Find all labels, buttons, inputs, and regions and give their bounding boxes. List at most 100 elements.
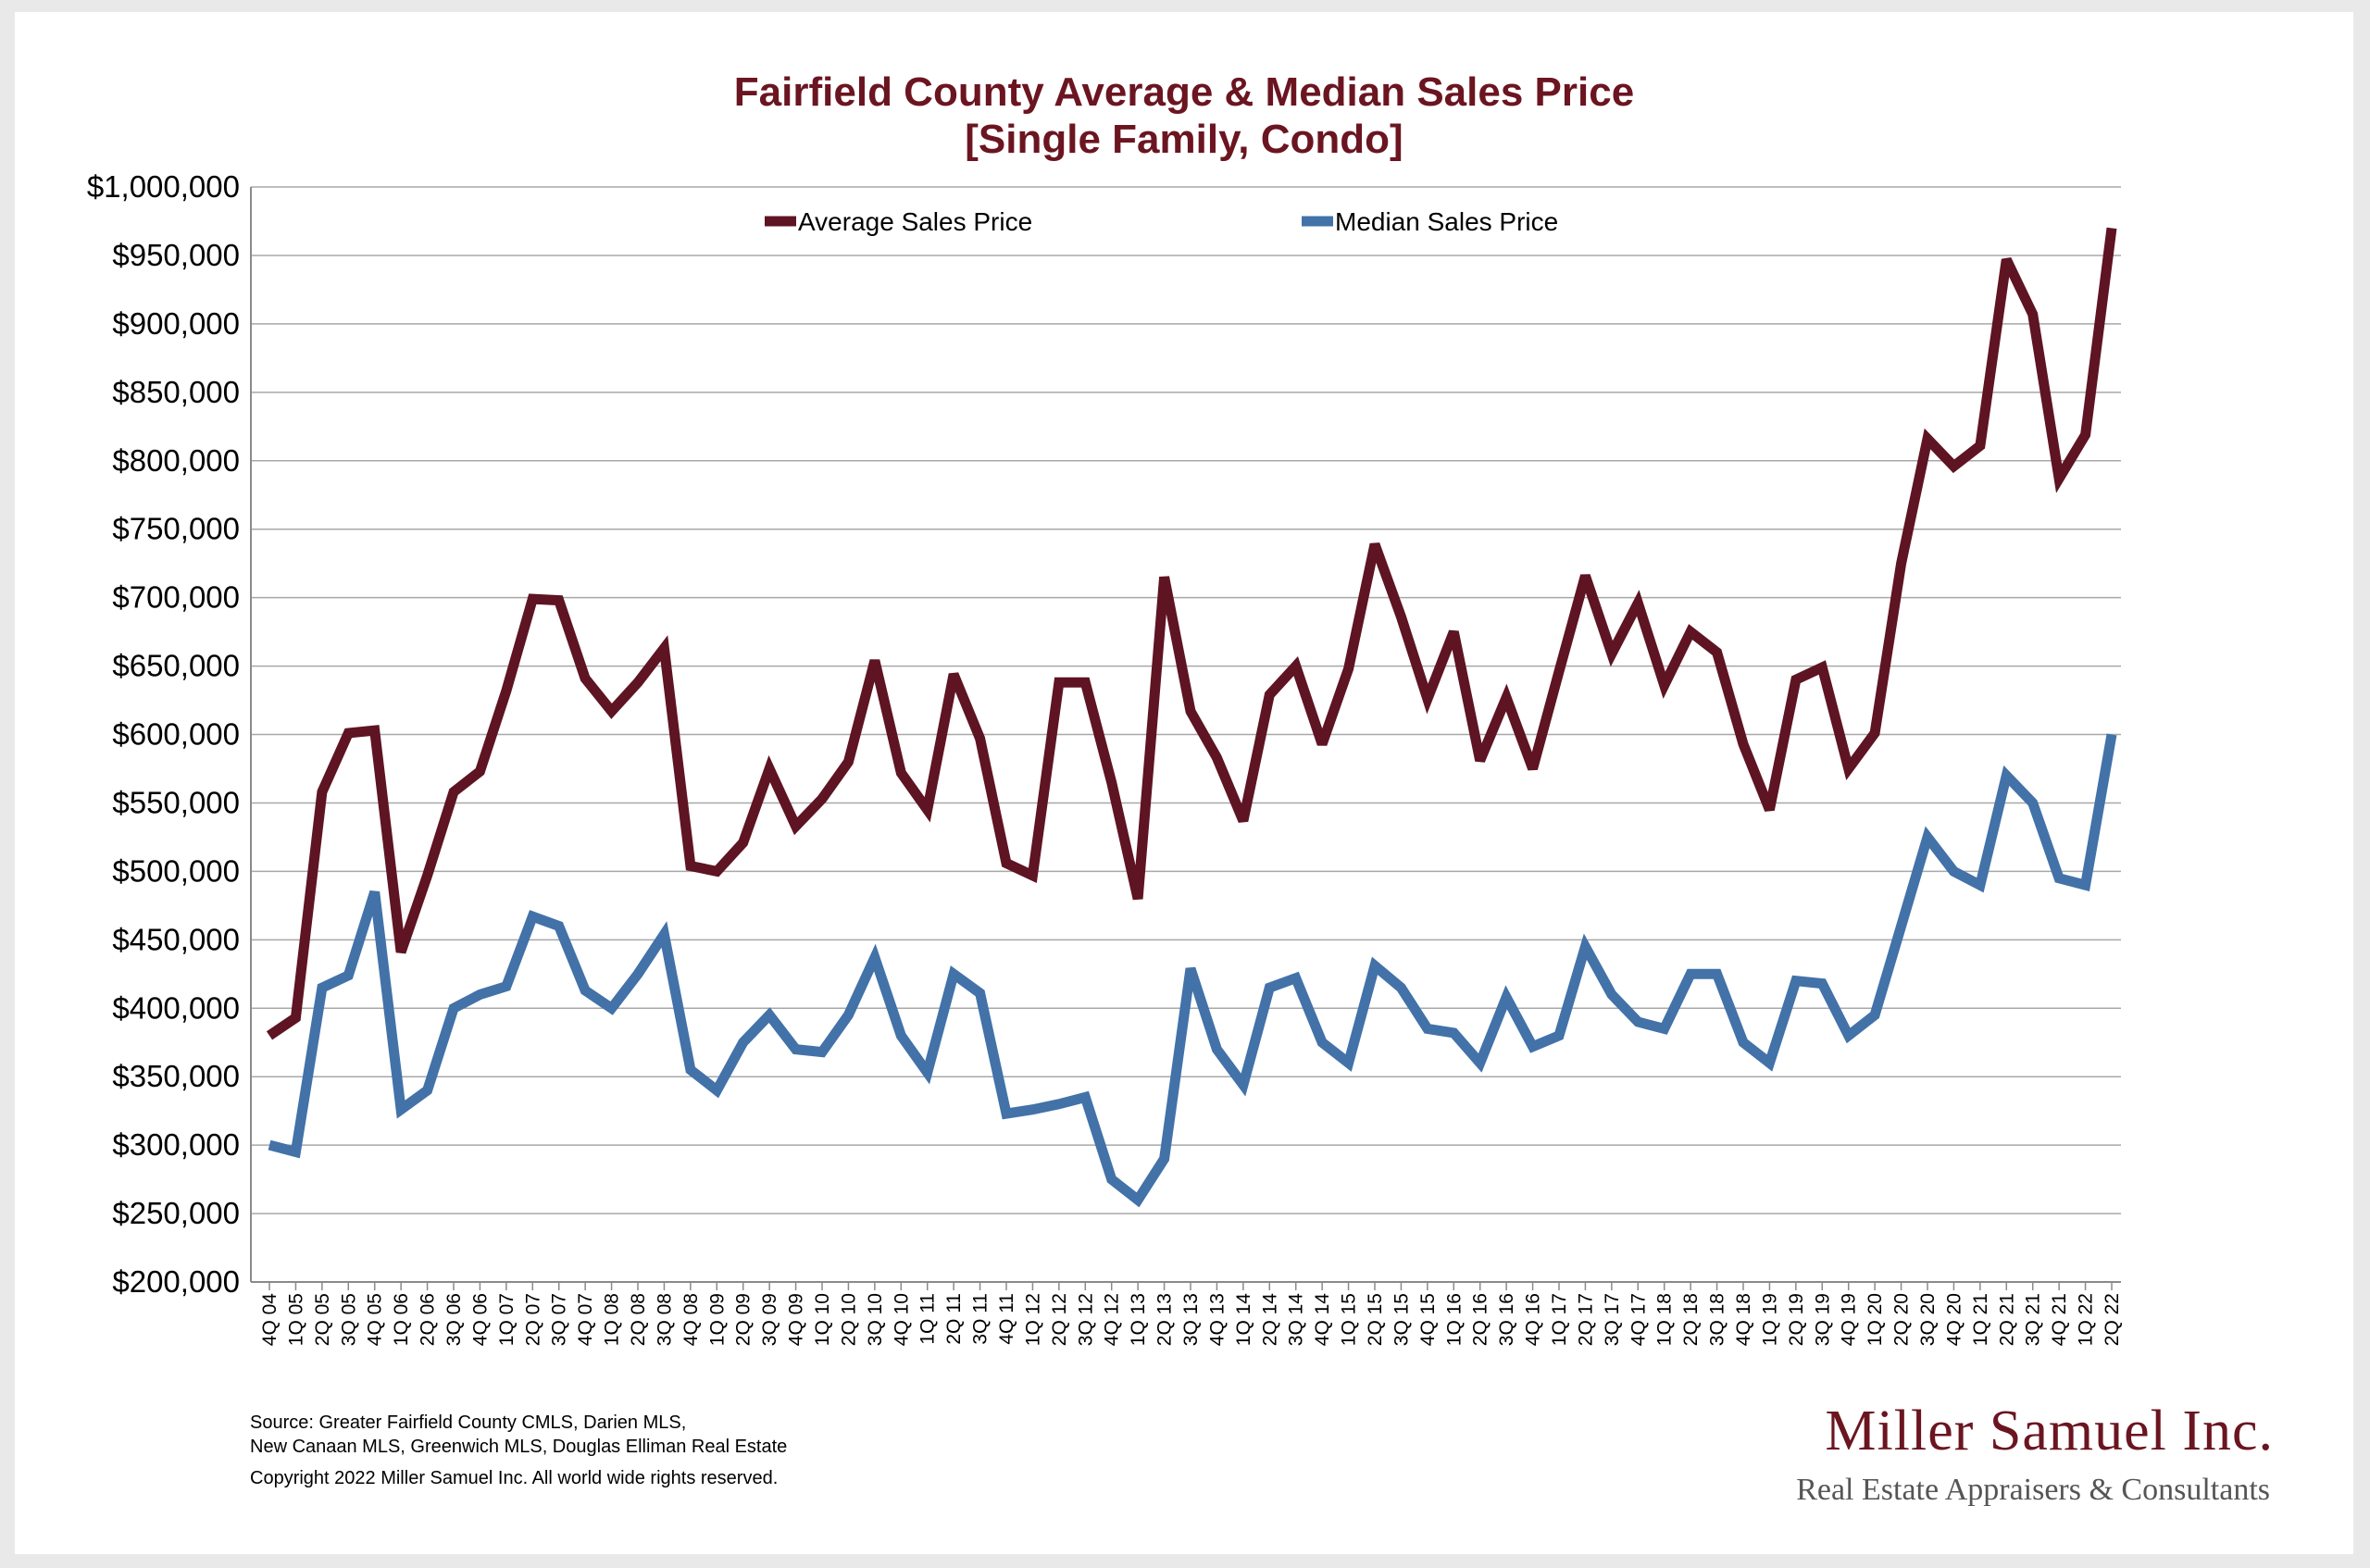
x-tick-label: 4Q 05: [365, 1293, 386, 1346]
x-tick-label: 3Q 05: [338, 1293, 359, 1346]
x-tick-label: 2Q 09: [733, 1293, 755, 1346]
x-tick-label: 2Q 16: [1470, 1293, 1491, 1346]
y-tick-label: $800,000: [112, 443, 240, 478]
x-tick-label: 1Q 09: [706, 1293, 728, 1346]
x-tick-label: 2Q 10: [838, 1293, 859, 1346]
x-tick-label: 4Q 10: [891, 1293, 912, 1346]
x-tick-label: 3Q 07: [549, 1293, 570, 1346]
source-line-2: New Canaan MLS, Greenwich MLS, Douglas E…: [250, 1437, 787, 1457]
x-tick-label: 4Q 16: [1523, 1293, 1544, 1346]
x-tick-label: 1Q 21: [1970, 1293, 1991, 1346]
y-tick-label: $650,000: [112, 649, 240, 683]
source-line-1: Source: Greater Fairfield County CMLS, D…: [250, 1412, 686, 1433]
x-tick-label: 2Q 18: [1680, 1293, 1702, 1346]
x-tick-label: 1Q 17: [1549, 1293, 1570, 1346]
x-tick-label: 3Q 08: [654, 1293, 675, 1346]
x-tick-label: 3Q 14: [1286, 1293, 1307, 1347]
x-tick-label: 4Q 09: [786, 1293, 807, 1346]
x-tick-label: 4Q 14: [1312, 1293, 1333, 1347]
x-tick-label: 3Q 21: [2023, 1293, 2044, 1346]
x-tick-label: 2Q 21: [1996, 1293, 2017, 1346]
axes: [250, 187, 2121, 1290]
x-tick-label: 4Q 11: [996, 1293, 1017, 1345]
x-tick-label: 4Q 08: [680, 1293, 702, 1346]
y-tick-label: $200,000: [112, 1264, 240, 1299]
x-axis-tick-labels: 4Q 04 1Q 05 2Q 05 3Q 05 4Q 05 1Q 06 2Q 06 3Q 06…: [259, 1293, 2123, 1347]
x-tick-label: 4Q 04: [259, 1293, 281, 1347]
x-tick-label: 1Q 07: [496, 1293, 518, 1346]
x-tick-label: 2Q 17: [1575, 1293, 1596, 1346]
y-tick-label: $900,000: [112, 306, 240, 341]
y-tick-label: $850,000: [112, 375, 240, 409]
x-tick-label: 2Q 20: [1891, 1293, 1913, 1346]
series-lines: [266, 227, 2117, 1208]
chart-title: Fairfield County Average & Median Sales …: [734, 69, 1634, 115]
y-tick-label: $750,000: [112, 512, 240, 546]
x-tick-label: 1Q 22: [2076, 1293, 2097, 1346]
x-tick-label: 1Q 16: [1443, 1293, 1465, 1346]
x-tick-label: 3Q 06: [443, 1293, 465, 1346]
x-tick-label: 3Q 12: [1075, 1293, 1096, 1346]
x-tick-label: 4Q 06: [469, 1293, 491, 1346]
x-tick-label: 3Q 11: [970, 1293, 992, 1345]
x-tick-label: 1Q 06: [391, 1293, 412, 1346]
y-tick-label: $250,000: [112, 1196, 240, 1230]
x-tick-label: 1Q 18: [1654, 1293, 1676, 1346]
x-tick-label: 2Q 15: [1365, 1293, 1386, 1346]
x-tick-label: 3Q 18: [1707, 1293, 1728, 1346]
x-tick-label: 3Q 17: [1602, 1293, 1623, 1346]
y-tick-label: $500,000: [112, 853, 240, 888]
x-tick-label: 2Q 11: [943, 1293, 965, 1345]
x-tick-label: 1Q 11: [917, 1293, 939, 1345]
x-tick-label: 4Q 17: [1628, 1293, 1649, 1346]
x-tick-label: 2Q 19: [1786, 1293, 1807, 1346]
x-tick-label: 1Q 20: [1865, 1293, 1886, 1346]
x-tick-label: 2Q 13: [1154, 1293, 1176, 1346]
x-tick-label: 4Q 07: [575, 1293, 596, 1346]
x-tick-label: 4Q 15: [1417, 1293, 1439, 1346]
y-tick-label: $300,000: [112, 1127, 240, 1162]
y-tick-label: $600,000: [112, 717, 240, 752]
series-line-average: [266, 227, 2117, 1040]
chart-canvas: Fairfield County Average & Median Sales …: [87, 69, 2274, 1507]
x-tick-label: 2Q 08: [628, 1293, 649, 1346]
x-tick-label: 1Q 15: [1339, 1293, 1360, 1346]
chart-subtitle: [Single Family, Condo]: [965, 117, 1403, 162]
y-tick-label: $400,000: [112, 990, 240, 1025]
chart-frame: Fairfield County Average & Median Sales …: [15, 12, 2353, 1554]
x-tick-label: 3Q 10: [865, 1293, 886, 1346]
x-tick-label: 1Q 13: [1128, 1293, 1149, 1346]
x-tick-label: 1Q 05: [285, 1293, 306, 1346]
legend-label-median: Median Sales Price: [1335, 207, 1558, 236]
x-tick-label: 4Q 12: [1102, 1293, 1123, 1346]
company-logo: Miller Samuel Inc. Real Estate Appraiser…: [1796, 1400, 2274, 1507]
x-tick-label: 1Q 12: [1022, 1293, 1043, 1346]
logo-tagline: Real Estate Appraisers & Consultants: [1796, 1473, 2270, 1507]
x-tick-label: 2Q 06: [418, 1293, 439, 1346]
x-tick-label: 2Q 07: [522, 1293, 543, 1346]
y-tick-label: $550,000: [112, 785, 240, 819]
legend: Average Sales Price Median Sales Price: [765, 207, 1558, 236]
x-tick-label: 3Q 09: [759, 1293, 780, 1346]
x-tick-label: 4Q 18: [1733, 1293, 1754, 1346]
x-tick-label: 3Q 19: [1812, 1293, 1833, 1346]
x-tick-label: 1Q 14: [1233, 1293, 1254, 1347]
x-tick-label: 4Q 13: [1206, 1293, 1228, 1346]
x-tick-label: 1Q 08: [602, 1293, 623, 1346]
x-tick-label: 3Q 13: [1180, 1293, 1202, 1346]
copyright-text: Copyright 2022 Miller Samuel Inc. All wo…: [250, 1468, 778, 1488]
legend-label-average: Average Sales Price: [798, 207, 1032, 236]
y-tick-label: $950,000: [112, 238, 240, 272]
x-tick-label: 2Q 12: [1049, 1293, 1070, 1346]
y-axis-tick-labels: $200,000 $250,000 $300,000 $350,000 $400,000…: [87, 169, 240, 1299]
logo-name: Miller Samuel Inc.: [1825, 1400, 2274, 1462]
y-tick-label: $450,000: [112, 922, 240, 956]
x-tick-label: 3Q 20: [1917, 1293, 1939, 1346]
x-tick-label: 2Q 14: [1259, 1293, 1280, 1347]
x-tick-label: 3Q 15: [1391, 1293, 1412, 1346]
y-tick-label: $700,000: [112, 580, 240, 615]
x-tick-label: 4Q 20: [1943, 1293, 1965, 1346]
source-note: Source: Greater Fairfield County CMLS, D…: [250, 1412, 787, 1488]
x-tick-label: 2Q 05: [312, 1293, 333, 1346]
x-tick-label: 4Q 19: [1839, 1293, 1860, 1346]
